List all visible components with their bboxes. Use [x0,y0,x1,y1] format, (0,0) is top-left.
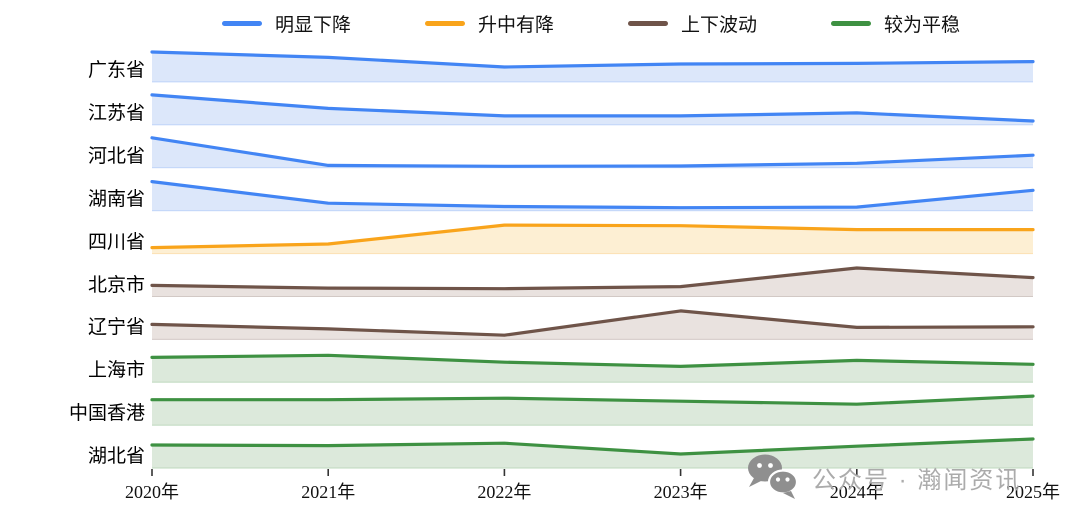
legend-item: 较为平稳 [831,10,960,37]
legend-label: 较为平稳 [884,14,961,36]
area-fill [152,310,1033,340]
trend-line [150,136,1035,168]
row-label: 河北省 [87,145,145,167]
row-label: 湖北省 [87,446,145,468]
x-axis-label: 2022年 [477,482,532,502]
row-label: 中国香港 [68,403,145,425]
x-axis-label: 2020年 [125,482,179,502]
trend-line [150,437,1035,456]
legend-label: 明显下降 [275,14,352,36]
trend-line [150,394,1035,406]
area-fill [152,94,1033,125]
legend-swatch-line-icon [425,20,466,26]
x-axis-label: 2025年 [1006,482,1060,502]
x-axis-label: 2023年 [653,482,708,502]
area-fill [152,268,1033,297]
trend-line [150,309,1035,337]
legend-label: 上下波动 [681,14,758,36]
row-label: 辽宁省 [87,317,145,339]
legend-swatch-line-icon [831,20,872,26]
x-axis-label: 2021年 [301,482,356,502]
legend: 明显下降 升中有降 上下波动 较为平稳 [222,10,960,36]
legend-swatch-line-icon [222,20,262,26]
legend-item: 上下波动 [628,10,757,37]
area-fill [152,396,1033,426]
trend-line [150,353,1035,368]
area-fill [152,355,1033,383]
trend-line [150,266,1035,291]
row-label: 湖南省 [87,188,145,210]
area-fill [152,225,1033,254]
x-axis-label: 2024年 [829,482,884,502]
row-label: 广东省 [87,60,145,81]
legend-label: 升中有降 [478,14,555,36]
trend-line [150,50,1035,69]
area-fill [152,137,1033,168]
legend-swatch-line-icon [628,20,669,26]
trend-line [150,180,1035,210]
row-label: 北京市 [87,274,145,296]
row-label: 江苏省 [87,102,145,124]
legend-item: 明显下降 [222,10,351,37]
row-label: 上海市 [87,360,145,382]
row-label: 四川省 [87,231,145,253]
trend-line [150,93,1035,123]
legend-item: 升中有降 [425,10,554,37]
area-fill [152,181,1033,211]
trend-line [150,223,1035,250]
